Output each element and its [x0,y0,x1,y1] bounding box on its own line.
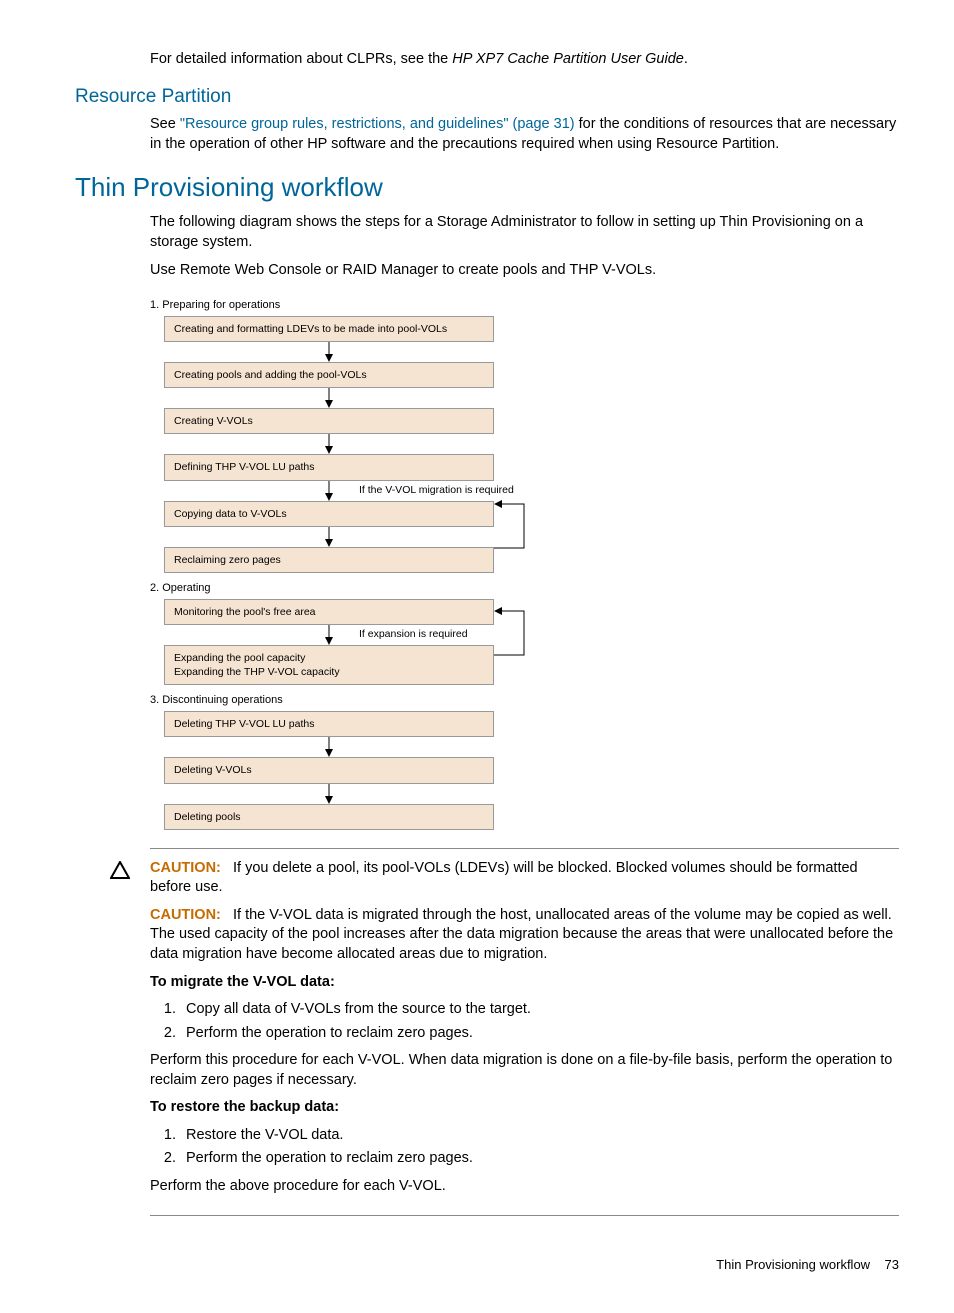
flow-arrow [164,342,494,362]
flow-side-note: If the V-VOL migration is required [359,483,514,497]
restore-heading: To restore the backup data: [150,1098,899,1118]
flow-arrow [164,388,494,408]
flow-side-note: If expansion is required [359,627,468,641]
caution-bottom-rule [150,1215,899,1216]
caution-1: CAUTION: If you delete a pool, its pool-… [150,859,899,898]
flow-box: Expanding the pool capacityExpanding the… [164,645,494,685]
intro-post: . [684,51,688,67]
restore-step-1: Restore the V-VOL data. [180,1126,899,1146]
intro-paragraph: For detailed information about CLPRs, se… [150,50,899,70]
caution-content: CAUTION: If you delete a pool, its pool-… [150,859,899,1205]
intro-pre: For detailed information about CLPRs, se… [150,51,452,67]
flow-arrow: If the V-VOL migration is required [164,481,494,501]
diagram-section-label: 3. Discontinuing operations [150,693,590,708]
workflow-heading: Thin Provisioning workflow [75,170,899,205]
caution-2: CAUTION: If the V-VOL data is migrated t… [150,906,899,965]
migrate-step-1: Copy all data of V-VOLs from the source … [180,1000,899,1020]
flow-arrow [164,527,494,547]
rp-pre: See [150,116,180,132]
restore-steps: Restore the V-VOL data. Perform the oper… [150,1126,899,1169]
footer-text: Thin Provisioning workflow [716,1257,870,1272]
migrate-after: Perform this procedure for each V-VOL. W… [150,1051,899,1090]
workflow-diagram: 1. Preparing for operations Creating and … [150,298,590,830]
restore-step-2: Perform the operation to reclaim zero pa… [180,1149,899,1169]
page-footer: Thin Provisioning workflow 73 [55,1256,899,1274]
caution-block: CAUTION: If you delete a pool, its pool-… [110,859,899,1205]
resource-partition-paragraph: See "Resource group rules, restrictions,… [150,115,899,154]
flow-box: Creating and formatting LDEVs to be made… [164,316,494,342]
caution-label-2: CAUTION: [150,907,221,923]
flow-box: Deleting THP V-VOL LU paths [164,711,494,737]
caution-label-1: CAUTION: [150,860,221,876]
footer-page: 73 [885,1257,899,1272]
workflow-para1: The following diagram shows the steps fo… [150,213,899,252]
flow-arrow [164,737,494,757]
flow-arrow [164,434,494,454]
caution-1-text: If you delete a pool, its pool-VOLs (LDE… [150,860,858,896]
caution-top-rule [150,848,899,849]
flow-arrow [164,784,494,804]
intro-doc-title: HP XP7 Cache Partition User Guide [452,51,684,67]
flow-arrow: If expansion is required [164,625,494,645]
caution-2-text: If the V-VOL data is migrated through th… [150,907,893,962]
migrate-heading: To migrate the V-VOL data: [150,973,899,993]
resource-partition-heading: Resource Partition [75,84,899,110]
resource-group-link[interactable]: "Resource group rules, restrictions, and… [180,116,575,132]
flow-loopback [494,494,534,563]
diagram-section-label: 1. Preparing for operations [150,298,590,313]
workflow-para2: Use Remote Web Console or RAID Manager t… [150,261,899,281]
restore-after: Perform the above procedure for each V-V… [150,1177,899,1197]
flow-loopback [494,601,534,670]
diagram-section-label: 2. Operating [150,581,590,596]
migrate-step-2: Perform the operation to reclaim zero pa… [180,1024,899,1044]
migrate-steps: Copy all data of V-VOLs from the source … [150,1000,899,1043]
caution-icon [110,859,150,886]
flow-box: Monitoring the pool's free area [164,599,494,625]
